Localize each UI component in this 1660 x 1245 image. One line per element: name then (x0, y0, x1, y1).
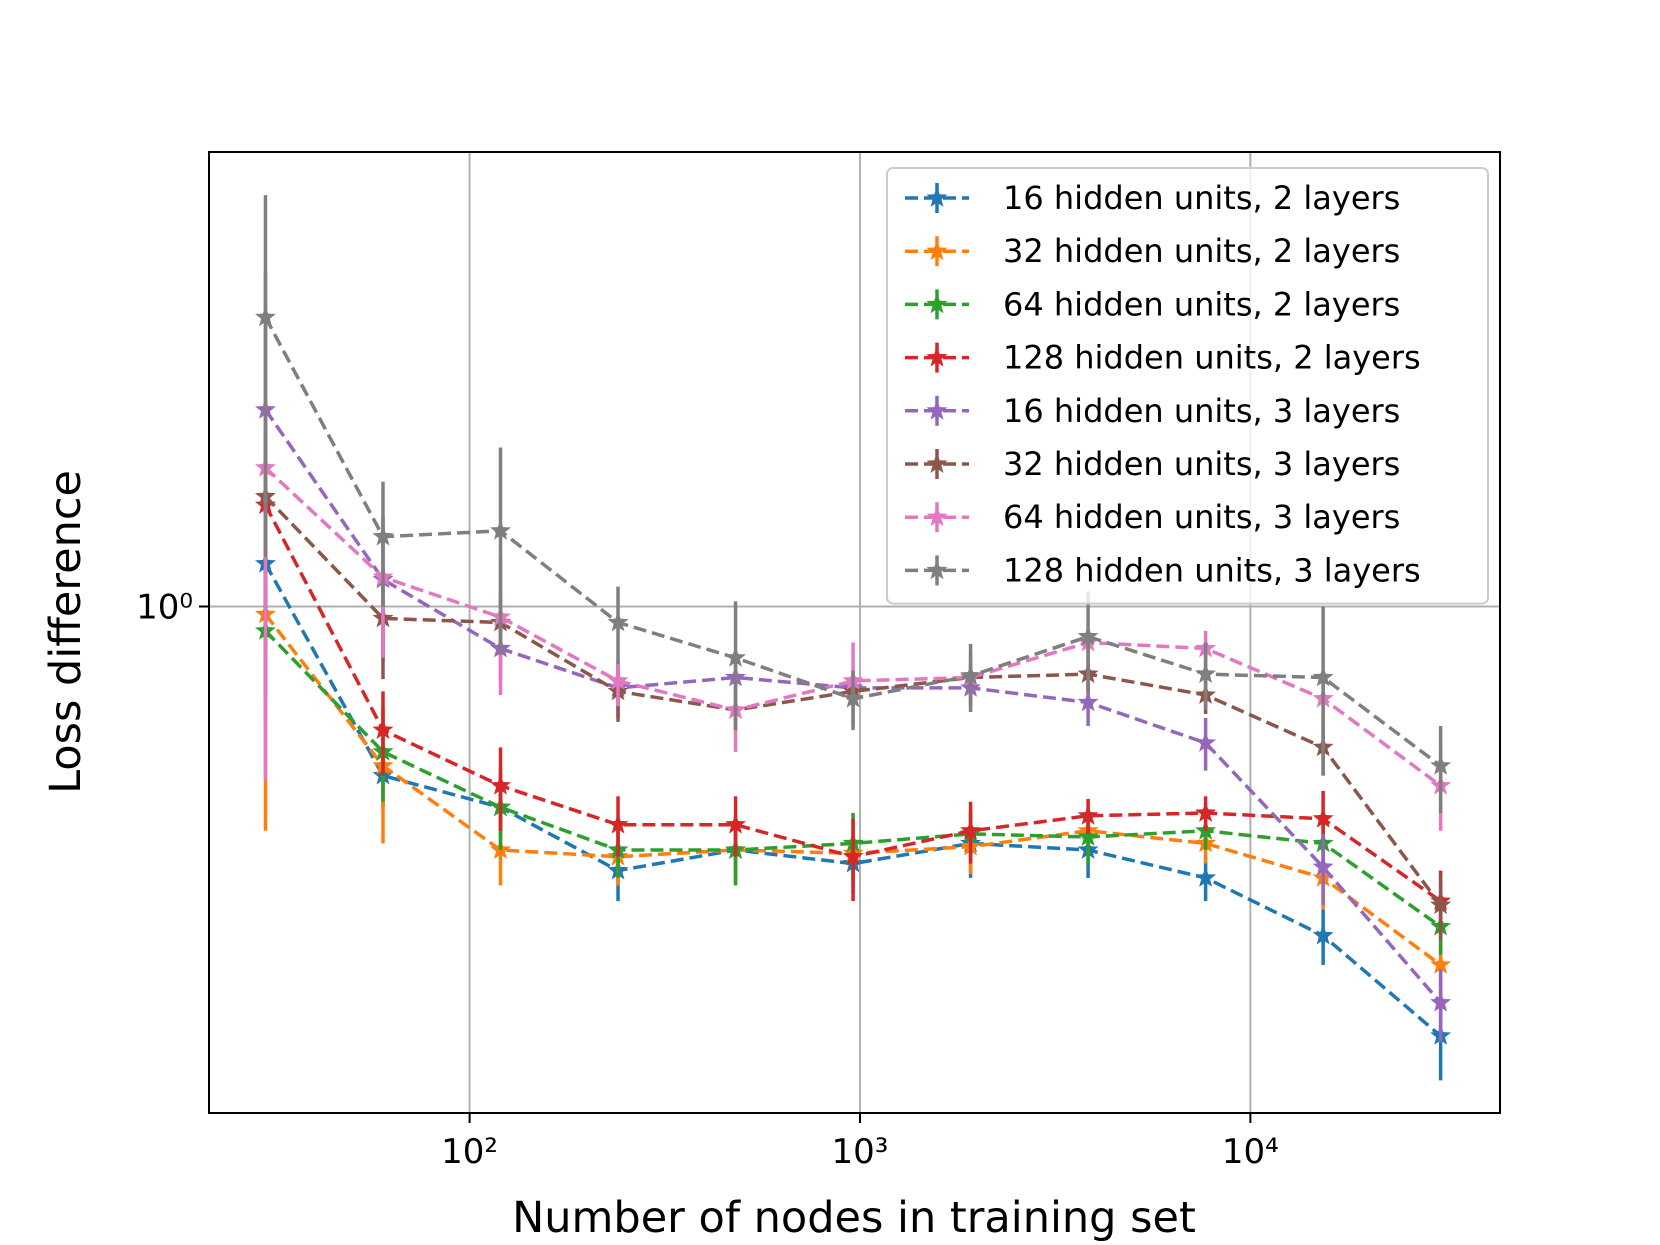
legend-label: 16 hidden units, 2 layers (1003, 179, 1400, 217)
legend-marker (926, 399, 948, 420)
data-point (490, 774, 511, 795)
data-point (960, 664, 981, 685)
data-point (372, 719, 394, 739)
data-point (1077, 804, 1099, 825)
x-tick-label: 10³ (832, 1132, 889, 1172)
data-point (1077, 625, 1099, 646)
legend-marker (926, 293, 948, 314)
legend: 16 hidden units, 2 layers 32 hidden units… (886, 167, 1489, 605)
data-point (1430, 894, 1452, 915)
data-point (1195, 802, 1217, 822)
data-point (1312, 666, 1334, 687)
legend-label: 64 hidden units, 2 layers (1003, 285, 1400, 323)
x-axis-label: Number of nodes in training set (512, 1193, 1196, 1243)
legend-label: 16 hidden units, 3 layers (1003, 392, 1400, 430)
data-point (1430, 754, 1452, 775)
legend-frame (886, 167, 1489, 605)
legend-marker (926, 559, 948, 580)
legend-label: 128 hidden units, 3 layers (1003, 551, 1421, 589)
data-point (1195, 731, 1217, 752)
series-line (264, 495, 1443, 907)
legend-marker (926, 453, 948, 473)
legend-marker (926, 240, 948, 261)
data-point (842, 845, 864, 866)
legend-label: 32 hidden units, 2 layers (1003, 232, 1400, 270)
legend-label: 32 hidden units, 3 layers (1003, 445, 1400, 483)
legend-label: 64 hidden units, 3 layers (1003, 498, 1400, 536)
series-line (263, 562, 1442, 1038)
data-point (1312, 924, 1334, 945)
data-point (960, 819, 981, 840)
y-axis-label: Loss difference (41, 470, 91, 794)
data-point (1195, 663, 1217, 683)
data-point (1312, 856, 1334, 876)
data-point (1430, 953, 1452, 974)
x-tick-label: 10² (441, 1132, 498, 1172)
data-point (255, 306, 276, 327)
data-point (1312, 807, 1334, 828)
data-point (842, 687, 864, 708)
legend-label: 128 hidden units, 2 layers (1003, 339, 1421, 377)
data-point (1077, 691, 1099, 712)
data-point (607, 669, 629, 690)
data-point (607, 611, 629, 632)
data-point (490, 519, 511, 540)
data-point (607, 813, 629, 834)
data-point (1430, 991, 1452, 1012)
axes-frame (208, 151, 1501, 1114)
ticks: 10² 10³ 10⁴ 10⁰ (136, 587, 1279, 1172)
series-line (264, 408, 1442, 1004)
data-point (1077, 826, 1099, 846)
data-point (725, 646, 746, 667)
legend-marker (926, 346, 948, 367)
data-point (372, 525, 394, 546)
data-point (725, 813, 746, 834)
legend-marker (926, 187, 948, 207)
x-tick-label: 10⁴ (1222, 1132, 1279, 1172)
y-tick-label: 10⁰ (136, 587, 193, 627)
data-point (1195, 866, 1217, 887)
legend-marker (926, 506, 948, 527)
plot-area (255, 195, 1452, 1081)
